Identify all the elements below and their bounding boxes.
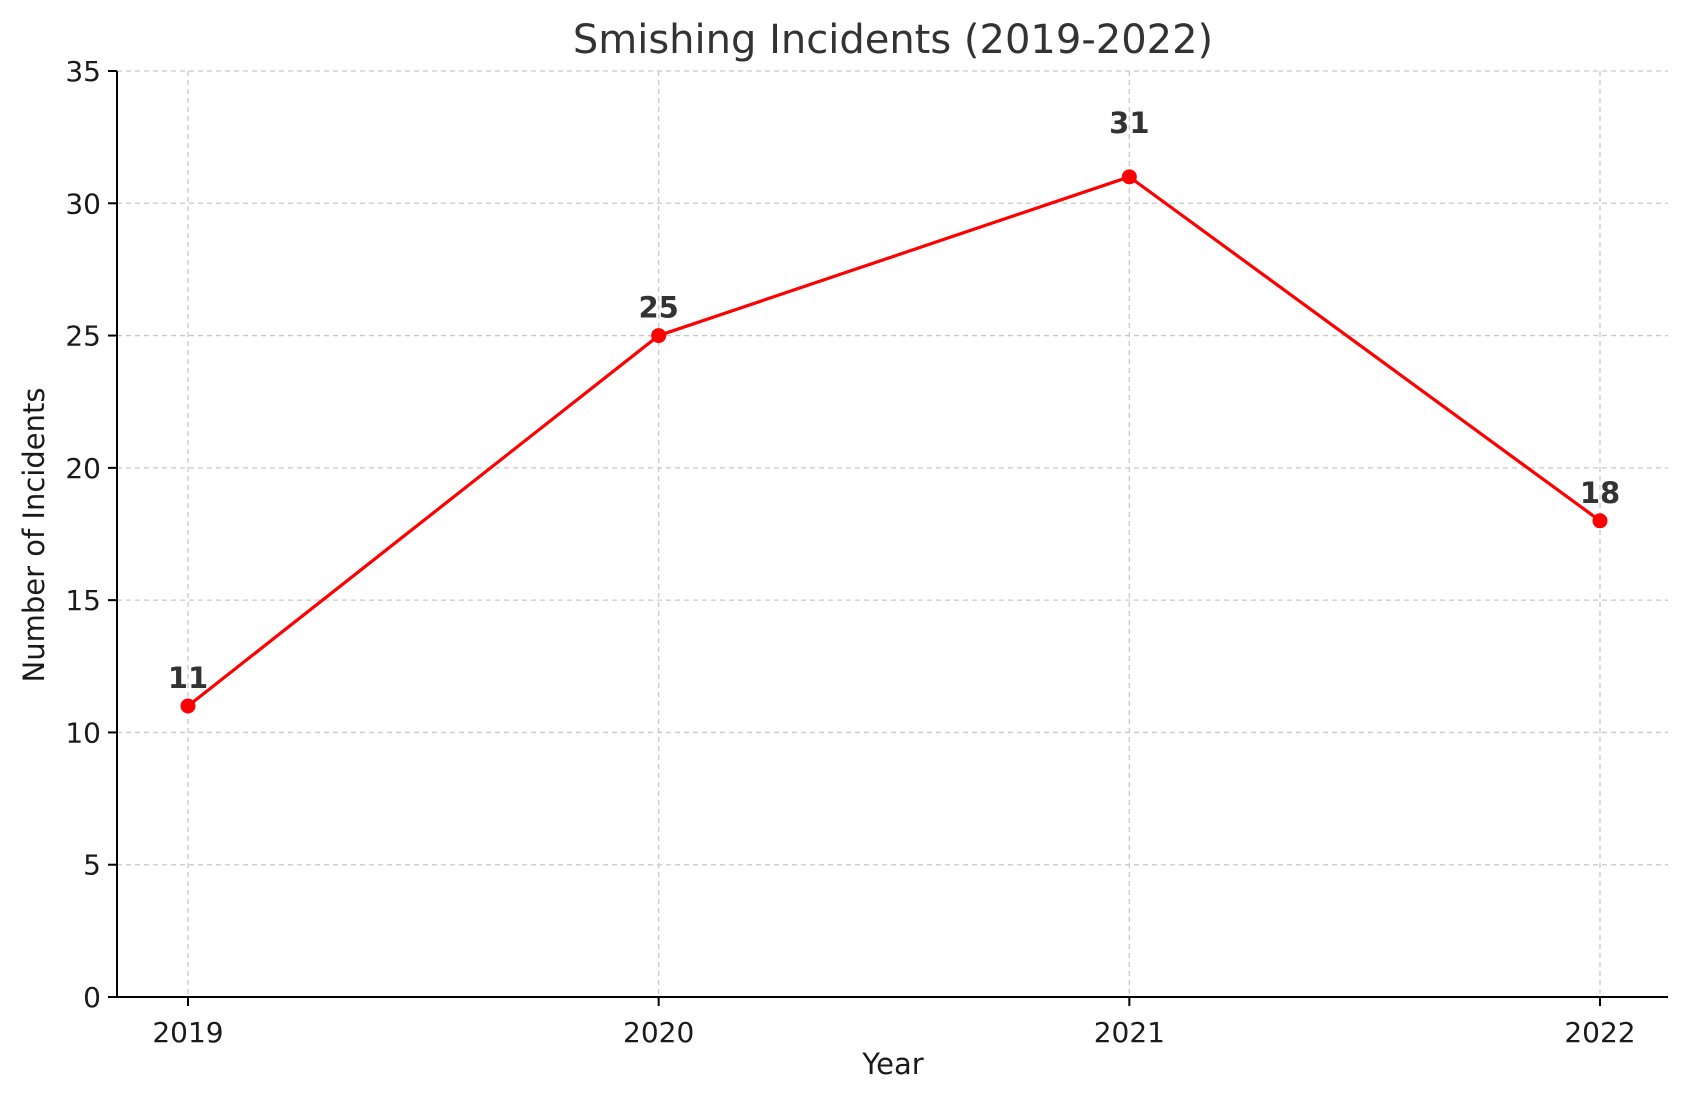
y-tick-label: 25 <box>65 320 101 353</box>
data-label: 18 <box>1580 476 1620 510</box>
grid <box>117 70 1668 997</box>
x-axis-label: Year <box>861 1047 923 1081</box>
chart-title: Smishing Incidents (2019-2022) <box>573 17 1213 63</box>
data-label: 11 <box>168 661 208 695</box>
series-line <box>186 175 1602 708</box>
data-point <box>180 698 196 714</box>
y-tick-label: 10 <box>65 716 101 749</box>
y-tick-label: 30 <box>65 187 101 220</box>
ticks: 0 5 10 15 20 25 30 35 2019 2020 2021 2022 <box>65 55 1635 1049</box>
series <box>180 169 1608 714</box>
y-tick-label: 35 <box>65 55 101 88</box>
x-tick-label: 2019 <box>152 1016 223 1049</box>
x-tick-label: 2020 <box>623 1016 694 1049</box>
y-axis-label: Number of Incidents <box>17 388 51 683</box>
data-point <box>1592 513 1608 529</box>
data-point <box>1121 169 1137 185</box>
y-tick-label: 20 <box>65 452 101 485</box>
data-point <box>651 328 667 344</box>
x-tick-label: 2022 <box>1564 1016 1635 1049</box>
y-tick-label: 0 <box>83 981 101 1014</box>
data-labels: 11 25 31 18 <box>168 106 1620 695</box>
data-label: 25 <box>638 291 678 325</box>
x-tick-label: 2021 <box>1094 1016 1165 1049</box>
data-label: 31 <box>1109 106 1149 140</box>
y-tick-label: 5 <box>83 849 101 882</box>
y-tick-label: 15 <box>65 584 101 617</box>
axes <box>116 71 1668 998</box>
